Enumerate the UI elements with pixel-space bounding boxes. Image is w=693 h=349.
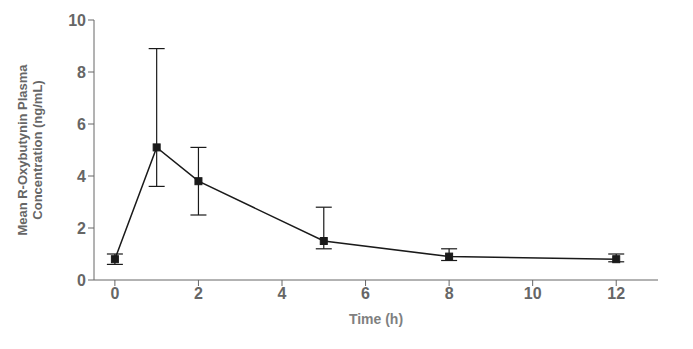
svg-text:0: 0: [110, 285, 119, 302]
svg-text:2: 2: [194, 285, 203, 302]
svg-text:Time (h): Time (h): [349, 311, 403, 327]
svg-text:10: 10: [68, 12, 86, 29]
svg-text:4: 4: [77, 168, 86, 185]
svg-text:0: 0: [77, 272, 86, 289]
svg-text:6: 6: [361, 285, 370, 302]
svg-text:12: 12: [607, 285, 625, 302]
svg-text:8: 8: [77, 64, 86, 81]
svg-text:2: 2: [77, 220, 86, 237]
svg-text:10: 10: [524, 285, 542, 302]
svg-text:4: 4: [278, 285, 287, 302]
svg-text:Mean R-Oxybutynin PlasmaConcen: Mean R-Oxybutynin PlasmaConcentration (n…: [15, 64, 46, 236]
svg-text:6: 6: [77, 116, 86, 133]
svg-text:8: 8: [445, 285, 454, 302]
